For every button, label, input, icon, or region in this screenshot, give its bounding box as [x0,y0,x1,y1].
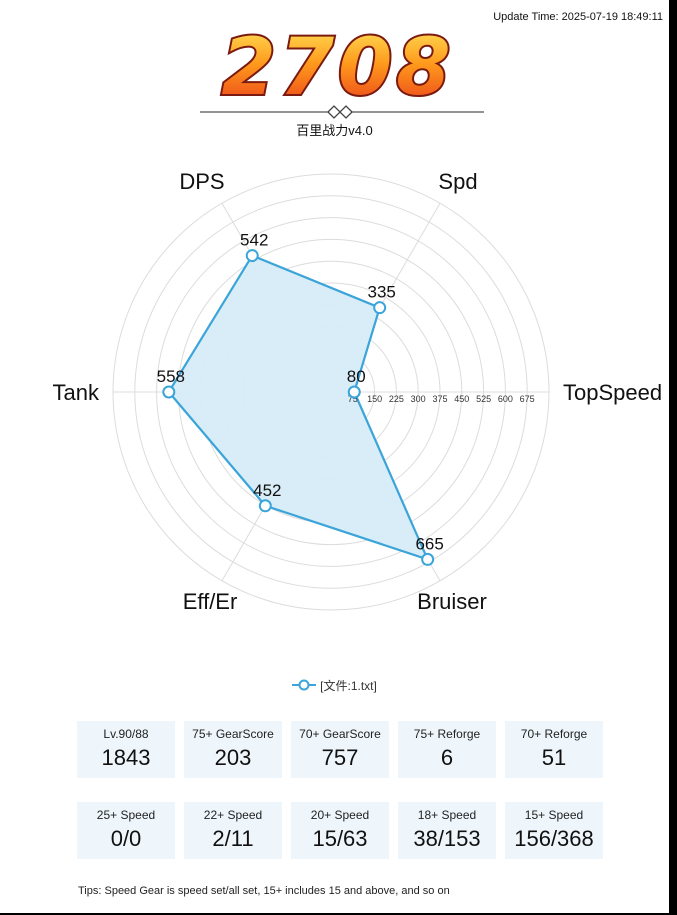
data-label-spd: 335 [367,283,395,302]
speed-stat-1: 22+ Speed 2/11 [184,802,282,859]
radar-chart: 75 150 225 300 375 450 525 600 675 542 335 80 665 452… [53,169,663,614]
logo-ornament-icon [327,105,353,119]
data-point-spd [373,301,387,315]
stats-row-gear: Lv.90/88 1843 75+ GearScore 203 70+ GearScor… [77,721,605,778]
data-label-tank: 558 [157,367,185,386]
tips-text: Tips: Speed Gear is speed set/all set, 1… [78,885,450,897]
tick-label-600: 600 [498,394,513,404]
stat-label: 75+ GearScore [192,726,274,741]
stat-value: 0/0 [110,825,142,851]
stat-value: 15/63 [312,825,368,851]
stat-label: Lv.90/88 [103,726,149,741]
data-label-dps: 542 [240,231,268,250]
data-point-tank [162,385,176,399]
speed-stat-4: 15+ Speed 156/368 [505,802,603,859]
data-point-effer [258,499,272,513]
stat-value: 1843 [101,744,151,770]
update-time: Update Time: 2025-07-19 18:49:11 [493,11,663,23]
stat-value: 51 [541,744,567,770]
data-label-topspeed: 80 [347,367,366,386]
tick-label-300: 300 [411,394,426,404]
data-point-topspeed [347,385,361,399]
legend-marker-icon [292,679,317,691]
axis-label-bruiser: Bruiser [417,589,487,614]
stat-value: 203 [214,744,252,770]
axis-label-dps: DPS [179,169,224,194]
data-point-dps [245,249,259,263]
axis-label-spd: Spd [438,169,477,194]
speed-stat-2: 20+ Speed 15/63 [291,802,389,859]
stat-value: 757 [321,744,359,770]
tick-label-450: 450 [454,394,469,404]
legend-label: [文件:1.txt] [320,678,377,693]
axis-label-effer: Eff/Er [183,589,238,614]
score-value: 2708 [221,23,454,113]
legend[interactable]: [文件:1.txt] [0,676,669,694]
gear-stat-4: 70+ Reforge 51 [505,721,603,778]
tick-label-75: 75 [348,394,358,404]
gear-stat-3: 75+ Reforge 6 [398,721,496,778]
gear-stat-2: 70+ GearScore 757 [291,721,389,778]
gear-stat-0: Lv.90/88 1843 [77,721,175,778]
tick-label-675: 675 [520,394,535,404]
stat-label: 20+ Speed [310,807,370,822]
data-label-effer: 452 [253,481,281,500]
speed-stat-3: 18+ Speed 38/153 [398,802,496,859]
axis-label-topspeed: TopSpeed [563,380,662,405]
stat-label: 70+ GearScore [299,726,381,741]
data-label-bruiser: 665 [415,534,443,553]
speed-stat-0: 25+ Speed 0/0 [77,802,175,859]
stat-label: 18+ Speed [417,807,477,822]
stat-label: 22+ Speed [203,807,263,822]
stat-value: 38/153 [413,825,481,851]
stat-value: 6 [440,744,454,770]
tick-label-150: 150 [367,394,382,404]
stat-label: 25+ Speed [96,807,156,822]
stat-value: 2/11 [212,825,254,851]
subtitle: 百里战力v4.0 [296,123,373,138]
gear-stat-1: 75+ GearScore 203 [184,721,282,778]
tick-label-375: 375 [432,394,447,404]
stat-label: 75+ Reforge [413,726,481,741]
stats-row-speed: 25+ Speed 0/0 22+ Speed 2/11 20+ Speed 15/63 1… [77,802,605,859]
stat-label: 70+ Reforge [520,726,588,741]
data-point-bruiser [421,552,435,566]
score-logo: 2708 [0,14,669,144]
axis-label-tank: Tank [53,380,100,405]
stat-label: 15+ Speed [524,807,584,822]
tick-label-225: 225 [389,394,404,404]
stat-value: 156/368 [514,825,594,851]
tick-label-525: 525 [476,394,491,404]
